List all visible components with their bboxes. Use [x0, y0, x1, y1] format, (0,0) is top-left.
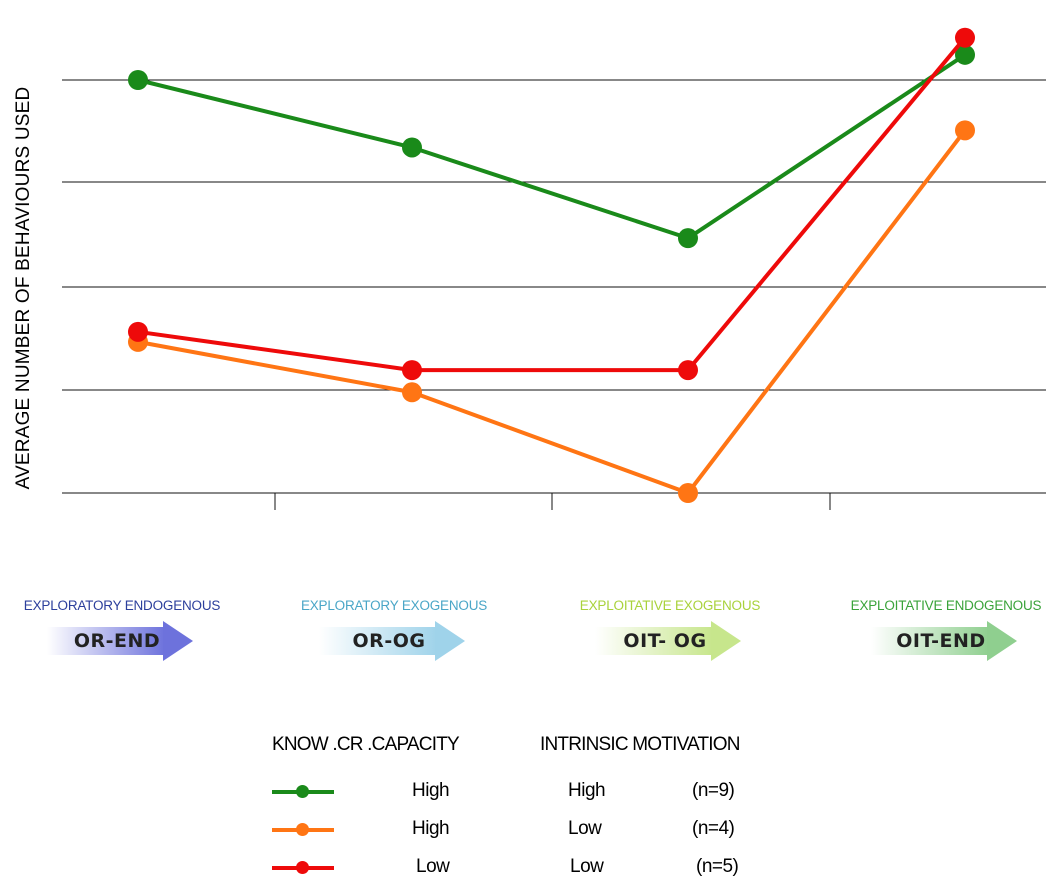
arrow-icon: OIT- OG: [595, 621, 745, 661]
category-code: OR-OG: [352, 630, 426, 652]
data-point: [128, 70, 148, 90]
legend-header-capacity: KNOW .CR .CAPACITY: [272, 734, 460, 755]
arrow-icon: OIT-END: [871, 621, 1021, 661]
data-point: [678, 228, 698, 249]
data-point: [402, 137, 422, 158]
series-2: [128, 27, 975, 381]
category-title: EXPLORATORY EXOGENOUS: [300, 598, 488, 613]
legend-marker: [296, 785, 309, 798]
legend-motivation: High: [568, 780, 606, 801]
legend-row: Low Low (n=5): [268, 852, 828, 882]
series-line: [137, 129, 967, 495]
arrow-icon: OR-END: [47, 621, 197, 661]
legend-motivation: Low: [570, 856, 604, 877]
legend-header-motivation: INTRINSIC MOTIVATION: [540, 734, 740, 755]
data-point: [128, 321, 148, 342]
legend-capacity: High: [412, 818, 450, 839]
data-point: [402, 360, 422, 381]
series-line: [137, 36, 967, 373]
legend-marker: [296, 823, 309, 836]
legend: KNOW .CR .CAPACITY INTRINSIC MOTIVATION …: [268, 734, 828, 884]
y-axis-label: AVERAGE NUMBER OF BEHAVIOURS USED: [13, 86, 34, 489]
legend-n: (n=5): [696, 856, 739, 877]
data-point: [678, 483, 698, 503]
data-point: [955, 120, 975, 141]
data-point: [955, 27, 975, 48]
legend-row: High High (n=9): [268, 776, 828, 806]
legend-motivation: Low: [568, 818, 602, 839]
category-2: EXPLOITATIVE EXOGENOUS OIT- OG: [550, 598, 790, 661]
series-0: [128, 44, 975, 249]
arrow-icon: OR-OG: [319, 621, 469, 661]
y-axis-label-box: AVERAGE NUMBER OF BEHAVIOURS USED: [4, 0, 44, 575]
data-point: [955, 44, 975, 65]
series-line: [137, 53, 967, 241]
category-1: EXPLORATORY EXOGENOUS OR-OG: [274, 598, 514, 661]
line-chart: [62, 27, 1046, 510]
legend-row: High Low (n=4): [268, 814, 828, 844]
category-title: EXPLOITATIVE EXOGENOUS: [579, 598, 761, 613]
category-3: EXPLOITATIVE ENDOGENOUS OIT-END: [826, 598, 1046, 661]
legend-n: (n=4): [692, 818, 735, 839]
data-point: [678, 360, 698, 381]
legend-capacity: High: [412, 780, 450, 801]
category-title: EXPLOITATIVE ENDOGENOUS: [850, 598, 1042, 613]
category-code: OR-END: [73, 630, 161, 652]
category-code: OIT- OG: [623, 630, 707, 652]
category-title: EXPLORATORY ENDOGENOUS: [23, 598, 221, 613]
x-axis-ticks: [274, 493, 831, 510]
legend-n: (n=9): [692, 780, 735, 801]
gridlines: [62, 79, 1046, 494]
category-code: OIT-END: [896, 630, 986, 652]
legend-marker: [296, 861, 309, 874]
legend-capacity: Low: [416, 856, 450, 877]
category-0: EXPLORATORY ENDOGENOUS OR-END: [2, 598, 242, 661]
series-group: [128, 27, 975, 503]
data-point: [402, 382, 422, 403]
